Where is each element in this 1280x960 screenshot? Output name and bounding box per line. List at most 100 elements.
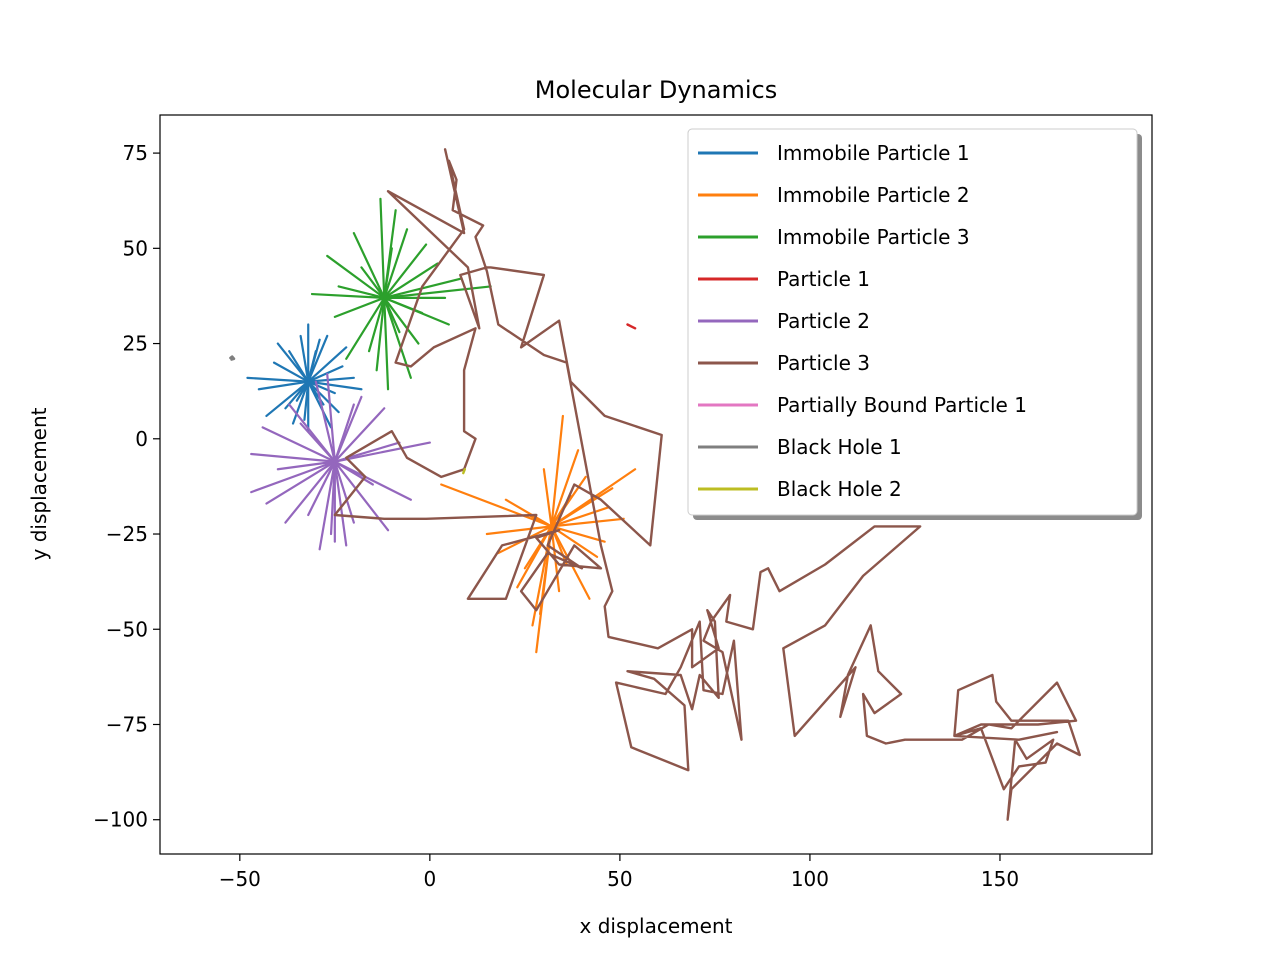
legend-label: Particle 1 — [777, 267, 870, 291]
series-ray — [307, 380, 340, 414]
x-axis-ticks: −50 0 50 100 150 — [219, 854, 1019, 891]
series-ray — [550, 414, 564, 528]
series-ray — [276, 460, 336, 471]
series-ray — [307, 380, 333, 429]
series-ray — [542, 468, 553, 528]
legend-label: Immobile Particle 1 — [777, 141, 970, 165]
x-tick-label: 50 — [607, 867, 632, 891]
series-ray — [383, 296, 424, 315]
series-4 — [626, 323, 637, 330]
series-ray — [352, 231, 386, 299]
legend-box — [687, 128, 1138, 516]
x-tick-label: 100 — [791, 867, 829, 891]
series-ray — [379, 197, 386, 299]
series-ray — [265, 460, 336, 505]
legend: Immobile Particle 1 Immobile Particle 2 Im… — [687, 128, 1142, 520]
plot-series — [229, 148, 1081, 821]
series-ray — [550, 487, 614, 528]
series-ray — [550, 449, 580, 528]
series-ray — [333, 296, 386, 318]
series-ray — [284, 460, 336, 524]
series-ray — [250, 452, 336, 463]
series-ray — [314, 380, 336, 463]
y-tick-label: −100 — [93, 808, 148, 832]
series-ray — [550, 525, 599, 558]
series-ray — [550, 506, 610, 528]
series-ray — [318, 460, 336, 551]
series-ray — [326, 372, 336, 463]
series-ray — [307, 338, 321, 383]
legend-label: Immobile Particle 2 — [777, 183, 970, 207]
y-tick-label: −25 — [106, 522, 148, 546]
plot-frame — [159, 114, 1153, 855]
series-line — [229, 355, 236, 361]
series-ray — [288, 350, 310, 383]
legend-label: Immobile Particle 3 — [777, 225, 970, 249]
legend-label: Particle 3 — [777, 351, 870, 375]
series-6 — [333, 148, 1081, 821]
y-tick-label: 50 — [123, 236, 148, 260]
series-ray — [333, 407, 386, 463]
series-ray — [383, 247, 393, 299]
series-ray — [550, 525, 606, 543]
series-ray — [307, 365, 344, 383]
series-ray — [329, 460, 336, 536]
y-tick-label: −50 — [106, 617, 148, 641]
series-ray — [333, 460, 348, 547]
series-ray — [333, 460, 355, 524]
x-tick-label: −50 — [219, 867, 261, 891]
series-ray — [299, 422, 336, 463]
y-tick-label: −75 — [106, 712, 148, 736]
series-1 — [246, 323, 363, 433]
series-ray — [307, 346, 348, 383]
series-ray — [550, 475, 587, 528]
y-axis-ticks: 75 50 25 0 −25 −50 −75 −100 — [93, 141, 160, 832]
series-9 — [462, 468, 466, 475]
series-ray — [333, 403, 355, 463]
series-line — [462, 468, 466, 475]
series-ray — [307, 460, 336, 517]
series-ray — [303, 380, 310, 421]
series-ray — [246, 376, 310, 383]
series-ray — [333, 441, 431, 463]
series-ray — [367, 296, 386, 353]
series-3 — [310, 197, 492, 391]
series-5 — [250, 372, 431, 551]
series-line — [333, 148, 1081, 821]
series-ray — [527, 513, 553, 528]
series-ray — [383, 262, 439, 299]
series-8 — [229, 355, 236, 361]
legend-label: Black Hole 2 — [777, 477, 902, 501]
series-ray — [250, 460, 336, 494]
series-ray — [383, 296, 401, 334]
legend-label: Partially Bound Particle 1 — [777, 393, 1027, 417]
series-ray — [516, 525, 553, 589]
series-line — [626, 323, 637, 330]
chart-title: Molecular Dynamics — [535, 76, 777, 104]
series-ray — [345, 296, 386, 360]
series-ray — [485, 525, 553, 536]
x-tick-label: 150 — [981, 867, 1019, 891]
series-ray — [383, 243, 428, 299]
series-ray — [383, 228, 409, 299]
legend-label: Particle 2 — [777, 309, 870, 333]
series-ray — [257, 380, 310, 391]
series-ray — [265, 380, 310, 418]
series-ray — [291, 380, 310, 425]
series-ray — [440, 483, 553, 528]
y-axis-label: y displacement — [27, 407, 51, 560]
series-ray — [326, 254, 386, 299]
y-tick-label: 25 — [123, 332, 148, 356]
series-ray — [550, 517, 625, 528]
x-tick-label: 0 — [423, 867, 436, 891]
series-ray — [360, 266, 386, 299]
series-ray — [299, 334, 310, 383]
series-ray — [307, 380, 336, 395]
series-ray — [333, 460, 374, 486]
y-tick-label: 75 — [123, 141, 148, 165]
series-ray — [383, 296, 420, 345]
legend-label: Black Hole 1 — [777, 435, 902, 459]
x-axis-label: x displacement — [580, 914, 733, 938]
series-ray — [383, 296, 390, 391]
